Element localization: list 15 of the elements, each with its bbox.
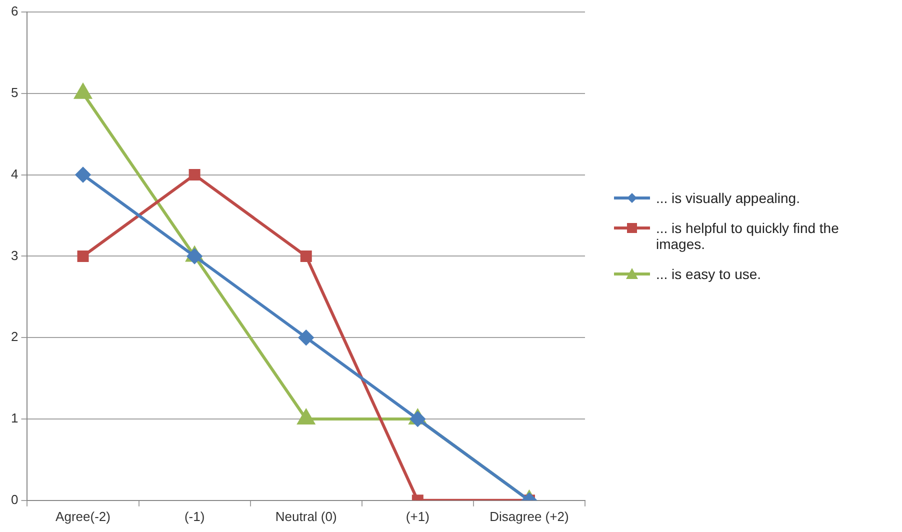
y-tick-label: 3 (10, 248, 18, 263)
x-tick-label: Neutral (0) (275, 508, 337, 524)
y-tick-label: 5 (10, 84, 18, 100)
x-tick-label: (+1) (406, 508, 430, 524)
y-tick-label: 0 (10, 492, 18, 507)
legend-label: ... is helpful to quickly find the images. (656, 220, 840, 252)
y-tick-label: 4 (10, 166, 18, 182)
legend-label: ... is easy to use. (656, 266, 762, 282)
y-tick-label: 2 (10, 329, 18, 344)
x-tick-label: Disagree (+2) (490, 508, 569, 524)
y-tick-label: 1 (10, 410, 18, 426)
y-tick-label: 6 (10, 4, 18, 19)
legend-label: ... is visually appealing. (656, 190, 800, 206)
x-tick-label: (-1) (184, 508, 205, 524)
x-tick-label: Agree(-2) (56, 508, 110, 524)
